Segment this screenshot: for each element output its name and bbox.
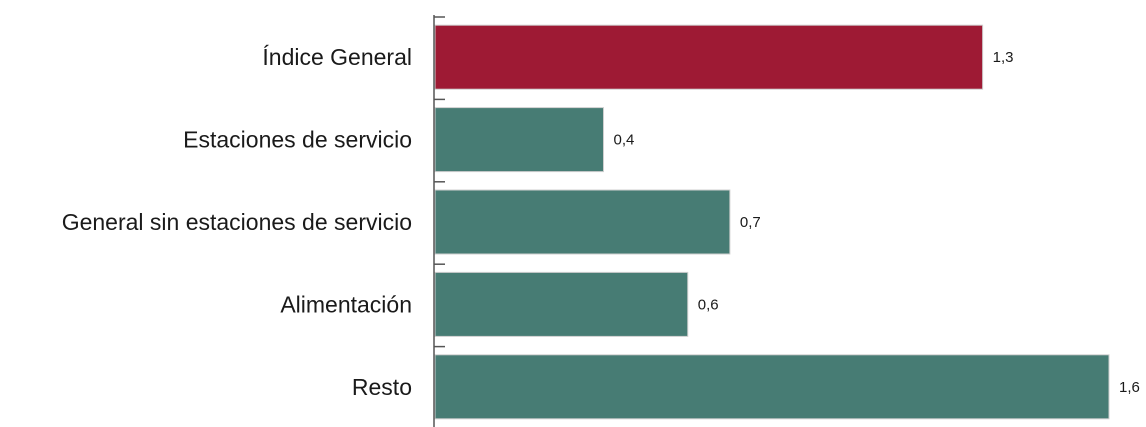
category-axis bbox=[433, 15, 445, 427]
data-label: 0,6 bbox=[698, 296, 719, 313]
category-label: General sin estaciones de servicio bbox=[62, 209, 412, 235]
labels-group: Índice General 1,3 Estaciones de servicio 0… bbox=[62, 44, 1140, 400]
category-label: Estaciones de servicio bbox=[183, 127, 412, 153]
category-label: Índice General bbox=[262, 44, 412, 70]
category-label: Resto bbox=[352, 374, 412, 400]
bars-group bbox=[434, 24, 1110, 420]
bar bbox=[434, 271, 689, 337]
data-label: 1,6 bbox=[1119, 379, 1140, 396]
bar bbox=[434, 107, 604, 173]
bar bbox=[434, 24, 984, 90]
bar bbox=[434, 354, 1110, 420]
data-label: 0,4 bbox=[614, 132, 635, 149]
category-label: Alimentación bbox=[280, 291, 412, 317]
data-label: 1,3 bbox=[993, 49, 1014, 66]
bar bbox=[434, 189, 731, 255]
data-label: 0,7 bbox=[740, 214, 761, 231]
